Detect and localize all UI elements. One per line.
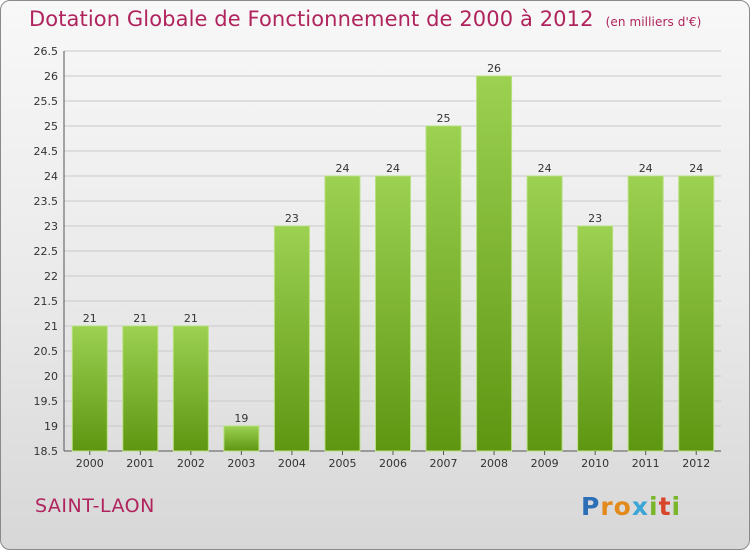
y-tick-label: 23.5 [34,195,59,208]
bar-2002 [172,325,209,452]
bar-2009 [526,175,563,452]
data-label: 19 [234,412,248,425]
chart-title: Dotation Globale de Fonctionnement de 20… [29,7,701,31]
bar-2005 [324,175,361,452]
data-label: 24 [689,162,703,175]
y-tick-label: 22.5 [34,245,59,258]
logo-letter: r [600,492,614,521]
y-tick-label: 21.5 [34,295,59,308]
data-label: 24 [538,162,552,175]
logo-letter: i [671,492,682,521]
logo-letter: x [631,492,649,521]
y-tick-label: 25.5 [34,95,59,108]
y-tick-label: 24.5 [34,145,59,158]
bar-2001 [122,325,159,452]
x-tick-label: 2010 [581,457,609,470]
x-tick-label: 2005 [328,457,356,470]
x-tick-label: 2001 [126,457,154,470]
commune-name: SAINT-LAON [35,495,155,517]
data-label: 23 [588,212,602,225]
y-tick-label: 22 [44,270,58,283]
x-tick-label: 2008 [480,457,508,470]
logo-letter: P [581,492,601,521]
y-tick-label: 19.5 [34,395,59,408]
data-label: 21 [184,312,198,325]
logo-letter: o [613,492,632,521]
data-label: 21 [83,312,97,325]
y-tick-label: 25 [44,120,58,133]
y-tick-label: 24 [44,170,58,183]
x-tick-label: 2004 [278,457,306,470]
data-label: 24 [335,162,349,175]
y-tick-label: 26.5 [34,45,59,58]
data-label: 21 [133,312,147,325]
x-tick-label: 2011 [632,457,660,470]
x-tick-label: 2006 [379,457,407,470]
logo-letter: t [658,492,672,521]
x-tick-label: 2002 [177,457,205,470]
subtitle-text: (en milliers d'€) [605,15,702,29]
x-tick-label: 2003 [227,457,255,470]
data-label: 25 [437,112,451,125]
data-label: 24 [386,162,400,175]
y-tick-label: 20.5 [34,345,59,358]
bar-2007 [425,125,462,452]
bar-2003 [223,425,260,452]
bar-2012 [678,175,715,452]
x-tick-label: 2007 [430,457,458,470]
y-tick-label: 23 [44,220,58,233]
data-label: 24 [639,162,653,175]
y-tick-label: 21 [44,320,58,333]
y-tick-label: 19 [44,420,58,433]
bar-2000 [71,325,108,452]
bar-2004 [273,225,310,452]
data-label: 26 [487,62,501,75]
bar-2008 [476,75,513,452]
data-label: 23 [285,212,299,225]
proxiti-logo: Proxiti [581,492,681,521]
bar-2006 [375,175,411,452]
x-tick-label: 2009 [531,457,559,470]
x-tick-label: 2012 [682,457,710,470]
title-text: Dotation Globale de Fonctionnement de 20… [29,7,594,31]
y-tick-label: 26 [44,70,58,83]
bar-2011 [627,175,664,452]
logo-letter: i [649,492,659,521]
y-tick-label: 20 [44,370,58,383]
x-tick-label: 2000 [76,457,104,470]
y-tick-label: 18.5 [34,445,59,458]
bar-2010 [577,225,614,452]
